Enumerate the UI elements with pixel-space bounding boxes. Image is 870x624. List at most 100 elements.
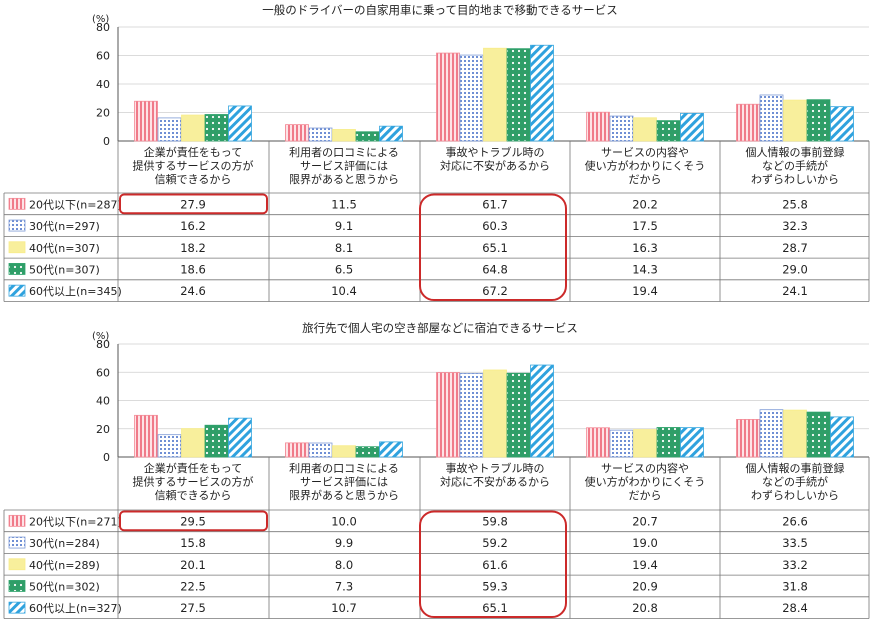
category-label-4: サービスの内容や使い方がわかりにくそうだから: [585, 461, 706, 502]
bar-1-4: [586, 111, 610, 142]
data-label: 20.1: [180, 558, 206, 572]
y-axis-unit-label: (%): [92, 14, 109, 25]
bar-4-3: [506, 48, 531, 142]
data-label: 20.2: [632, 197, 658, 211]
data-label: 16.3: [632, 241, 658, 255]
bar-2-2: [308, 127, 333, 142]
legend-swatch-2: [8, 536, 26, 549]
highlight-box-first: [119, 510, 268, 532]
category-label-4: サービスの内容や使い方がわかりにくそうだから: [585, 145, 706, 186]
data-label: 31.8: [782, 579, 808, 593]
data-label: 29.0: [782, 262, 808, 276]
data-label: 67.2: [482, 284, 508, 298]
bar-5-5: [830, 416, 854, 458]
bar-2-3: [459, 372, 484, 458]
category-label-line: わずらわしいから: [751, 489, 839, 502]
bar-5-4: [680, 427, 704, 458]
bar-4-5: [806, 99, 831, 142]
data-label: 9.9: [335, 536, 353, 550]
highlight-box-first: [119, 193, 268, 215]
bar-3-4: [633, 117, 657, 142]
category-label-line: などの手続が: [762, 159, 828, 173]
data-label: 14.3: [632, 262, 658, 276]
data-label: 33.5: [782, 536, 808, 550]
data-label: 64.8: [482, 262, 508, 276]
legend-swatch-1: [8, 514, 26, 527]
bar-4-2: [355, 446, 380, 458]
series-name-4: 50代(n=302): [29, 580, 100, 593]
legend-swatch-3: [8, 558, 26, 571]
bar-2-5: [759, 94, 784, 142]
data-label: 32.3: [782, 219, 808, 233]
category-label-line: 個人情報の事前登録: [746, 461, 845, 475]
bar-3-3: [483, 47, 507, 142]
category-label-line: サービスの内容や: [601, 145, 689, 159]
bar-5-5: [830, 106, 854, 142]
bar-1-2: [285, 442, 309, 458]
category-label-line: 使い方がわかりにくそう: [585, 159, 706, 173]
y-tick-label: 80: [96, 21, 110, 34]
category-label-line: 事故やトラブル時の: [446, 145, 545, 159]
data-label: 25.8: [782, 197, 808, 211]
y-tick-label: 20: [96, 107, 110, 120]
series-name-5: 60代以上(n=327): [29, 602, 122, 615]
bar-4-1: [204, 424, 229, 458]
data-label: 6.5: [335, 262, 353, 276]
data-label: 15.8: [180, 536, 206, 550]
data-label: 24.1: [782, 284, 808, 298]
bar-5-1: [228, 105, 252, 142]
category-label-5: 個人情報の事前登録などの手続がわずらわしいから: [746, 145, 845, 186]
data-label: 28.7: [782, 241, 808, 255]
bar-3-1: [181, 428, 205, 458]
category-label-line: 利用者の口コミによる: [289, 146, 399, 159]
data-label: 20.9: [632, 579, 658, 593]
y-tick-label: 0: [103, 451, 110, 464]
data-label: 65.1: [482, 601, 508, 615]
data-label: 24.6: [180, 284, 206, 298]
bar-4-1: [204, 114, 229, 142]
category-label-2: 利用者の口コミによるサービス評価には限界があると思うから: [289, 146, 399, 186]
data-label: 27.9: [180, 197, 206, 211]
category-label-5: 個人情報の事前登録などの手続がわずらわしいから: [746, 461, 845, 502]
bar-5-2: [379, 125, 403, 142]
highlight-box-accident: [419, 193, 567, 301]
data-label: 7.3: [335, 579, 353, 593]
category-label-line: 企業が責任をもって: [144, 145, 242, 159]
category-label-line: 対応に不安があるから: [440, 475, 550, 489]
category-label-2: 利用者の口コミによるサービス評価には限界があると思うから: [289, 462, 399, 502]
data-label: 65.1: [482, 241, 508, 255]
category-label-line: 個人情報の事前登録: [746, 145, 845, 159]
bar-3-2: [332, 129, 356, 142]
chart-title: 一般のドライバーの自家用車に乗って目的地まで移動できるサービス: [262, 3, 617, 17]
data-label: 8.0: [335, 558, 353, 572]
data-label: 61.7: [482, 197, 508, 211]
category-label-1: 企業が責任をもって提供するサービスの方が信頼できるから: [133, 145, 254, 186]
bar-3-1: [181, 114, 205, 142]
bar-1-3: [436, 372, 460, 458]
y-tick-label: 60: [96, 50, 110, 63]
category-label-line: サービス評価には: [300, 475, 388, 489]
legend-swatch-4: [8, 263, 26, 275]
series-name-4: 50代(n=307): [29, 263, 100, 276]
category-label-line: サービスの内容や: [601, 461, 689, 475]
series-name-3: 40代(n=289): [29, 559, 100, 572]
legend-swatch-3: [8, 241, 26, 254]
data-label: 59.8: [482, 514, 508, 528]
data-label: 33.2: [782, 558, 808, 572]
data-label: 20.7: [632, 514, 658, 528]
y-tick-label: 40: [96, 395, 110, 408]
bar-2-2: [308, 442, 333, 458]
category-label-3: 事故やトラブル時の対応に不安があるから: [440, 145, 550, 173]
legend-swatch-4: [8, 580, 26, 592]
series-name-5: 60代以上(n=345): [29, 285, 122, 298]
y-tick-label: 20: [96, 423, 110, 436]
legend-swatch-2: [8, 219, 26, 232]
category-label-line: 企業が責任をもって: [144, 461, 242, 475]
bar-5-2: [379, 441, 403, 458]
category-label-3: 事故やトラブル時の対応に不安があるから: [440, 461, 550, 489]
legend-swatch-1: [8, 197, 26, 210]
bar-3-5: [783, 409, 807, 458]
category-label-line: わずらわしいから: [751, 173, 839, 186]
chart-panel-1: 一般のドライバーの自家用車に乗って目的地まで移動できるサービス (%) 0 20 40 6…: [3, 3, 870, 302]
